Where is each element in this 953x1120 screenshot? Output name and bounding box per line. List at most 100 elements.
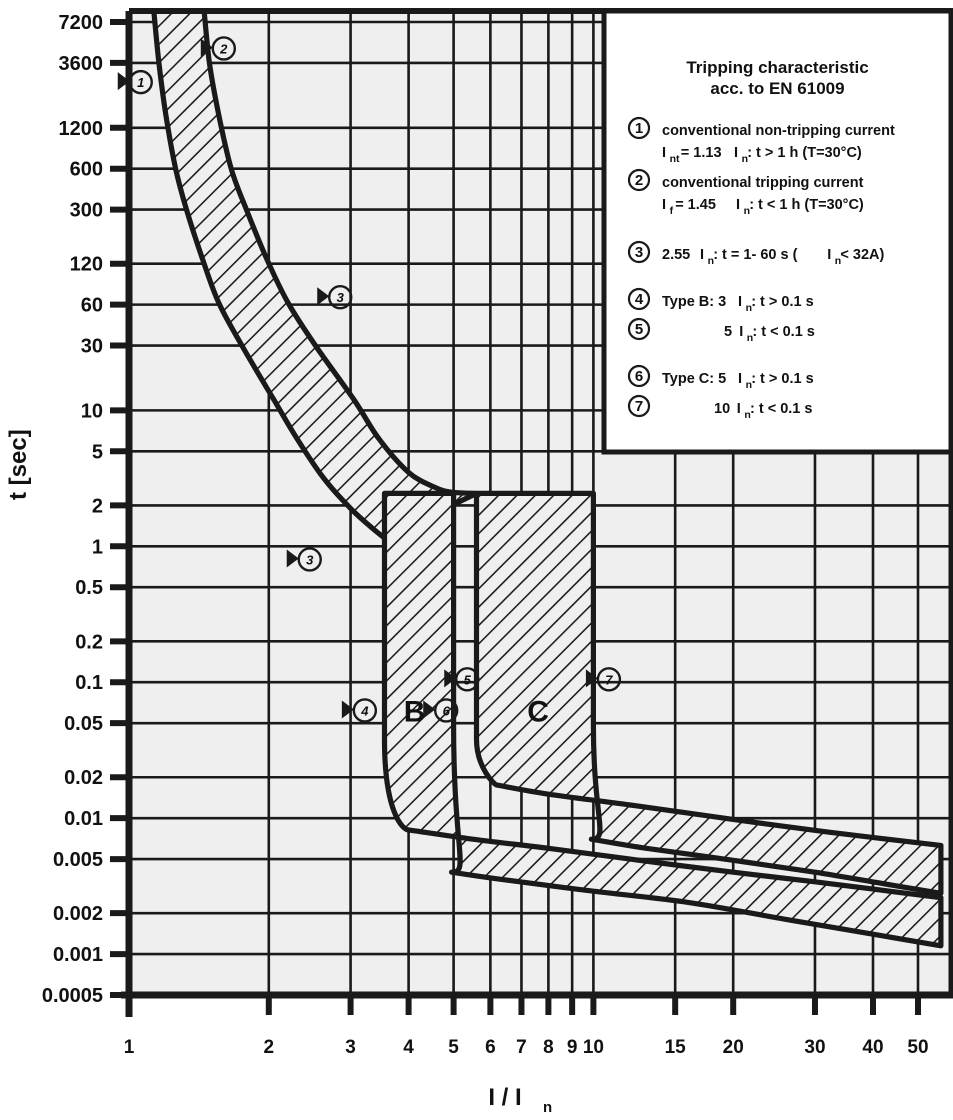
- y-tick-label: 0.5: [75, 577, 103, 599]
- x-axis-ticks: [126, 995, 921, 1015]
- legend-text: I: [736, 197, 740, 213]
- x-axis-tick-labels: 1 2 3 4 5 6 7 8 9 10 15 20 30 40 50: [124, 1037, 929, 1058]
- annotation-marker-2: 2: [200, 36, 236, 61]
- type-c-magnetic-band: [473, 490, 944, 896]
- marker-circle: [128, 69, 153, 95]
- y-tick-label: 7200: [59, 12, 104, 34]
- legend-title-line2: acc. to EN 61009: [710, 79, 844, 98]
- svg-text:n: n: [543, 1099, 552, 1116]
- marker-pointer: [341, 700, 354, 719]
- legend-subscript: n: [746, 302, 752, 314]
- marker-number: 5: [464, 672, 472, 687]
- marker-number: 4: [360, 703, 369, 718]
- y-tick-label: 1200: [59, 118, 104, 140]
- legend-text: : t > 0.1 s: [751, 294, 813, 310]
- marker-number: 1: [137, 75, 144, 90]
- y-tick-label: 10: [81, 400, 103, 422]
- marker-pointer: [200, 38, 213, 57]
- x-tick-label: 3: [345, 1037, 356, 1058]
- x-tick-label: 4: [403, 1037, 414, 1058]
- svg-text:I / I: I / I: [488, 1084, 521, 1111]
- legend-subscript: n: [744, 409, 750, 421]
- x-tick-label: 30: [804, 1037, 825, 1058]
- legend-text: Type C: 5: [662, 371, 726, 387]
- legend-marker-circle: [627, 240, 651, 264]
- annotation-marker-5: 5: [444, 667, 480, 692]
- y-tick-label: 0.002: [53, 903, 103, 925]
- legend-text: Type B: 3: [662, 294, 726, 310]
- legend-marker-circle: [627, 317, 651, 341]
- legend-text: : t < 0.1 s: [750, 401, 812, 417]
- legend-subscript: nt: [670, 153, 680, 165]
- y-tick-label: 30: [81, 336, 103, 358]
- y-tick-label: 1: [92, 536, 103, 558]
- curve-label-b: B: [404, 695, 426, 728]
- marker-circle: [211, 36, 236, 61]
- legend-subscript: n: [747, 332, 753, 344]
- legend-text: 10: [714, 401, 730, 417]
- legend-text: : t = 1- 60 s (: [713, 247, 797, 263]
- legend-marker-circle: [627, 116, 651, 140]
- legend-text: I: [739, 324, 743, 340]
- legend-marker-number: 2: [635, 172, 643, 189]
- x-tick-label: 2: [264, 1037, 275, 1058]
- y-tick-label: 2: [92, 495, 103, 517]
- y-tick-label: 0.2: [75, 631, 103, 653]
- curve-label-c: C: [527, 695, 549, 728]
- legend-text: : t < 1 h (T=30°C): [749, 197, 864, 213]
- marker-number: 7: [605, 672, 613, 687]
- y-tick-label: 120: [70, 254, 103, 276]
- legend-text: : t < 0.1 s: [752, 324, 814, 340]
- marker-pointer: [286, 549, 299, 568]
- x-tick-label: 5: [448, 1037, 459, 1058]
- y-tick-label: 600: [70, 159, 103, 181]
- marker-circle: [297, 547, 322, 572]
- y-tick-label: 0.01: [64, 808, 103, 830]
- x-tick-label: 40: [862, 1037, 883, 1058]
- legend-entry-title: conventional tripping current: [662, 175, 864, 191]
- y-tick-label: 5: [92, 441, 103, 463]
- annotation-marker-3: 3: [317, 285, 353, 310]
- x-tick-label: 6: [485, 1037, 496, 1058]
- marker-circle: [596, 667, 622, 692]
- legend-entry-title: conventional non-tripping current: [662, 123, 895, 139]
- y-tick-label: 60: [81, 295, 103, 317]
- y-tick-label: 0.1: [75, 672, 103, 694]
- x-tick-label: 7: [516, 1037, 527, 1058]
- legend-subscript: f: [670, 205, 674, 217]
- marker-circle: [352, 698, 378, 723]
- legend-marker-circle: [627, 364, 651, 388]
- y-tick-label: 0.001: [53, 944, 103, 966]
- legend-marker-number: 6: [635, 368, 643, 385]
- legend-text: I: [734, 145, 738, 161]
- svg-text:t [sec]: t [sec]: [5, 429, 32, 500]
- legend-marker-circle: [627, 394, 651, 418]
- y-tick-label: 3600: [59, 53, 104, 75]
- marker-number: 3: [337, 290, 345, 305]
- annotation-marker-6: 6: [423, 698, 459, 723]
- legend-marker-circle: [627, 168, 651, 192]
- legend-text: I: [827, 247, 831, 263]
- legend-text: 2.55: [662, 247, 690, 263]
- marker-circle: [328, 285, 353, 310]
- legend-text: : t > 0.1 s: [751, 371, 813, 387]
- legend-marker-circle: [627, 287, 651, 311]
- x-tick-label: 9: [567, 1037, 578, 1058]
- curve-annotation-markers: 1 2 3 3 4 5 6 7 B C: [117, 36, 622, 728]
- legend-title-line1: Tripping characteristic: [686, 58, 868, 77]
- y-tick-label: 0.02: [64, 767, 103, 789]
- annotation-marker-1: 1: [117, 69, 153, 95]
- annotation-marker-3b: 3: [286, 547, 322, 572]
- legend-marker-number: 3: [635, 244, 643, 261]
- legend-panel: Tripping characteristic acc. to EN 61009 1…: [601, 8, 953, 455]
- y-axis-ticks: [110, 19, 129, 998]
- legend-text: I: [738, 294, 742, 310]
